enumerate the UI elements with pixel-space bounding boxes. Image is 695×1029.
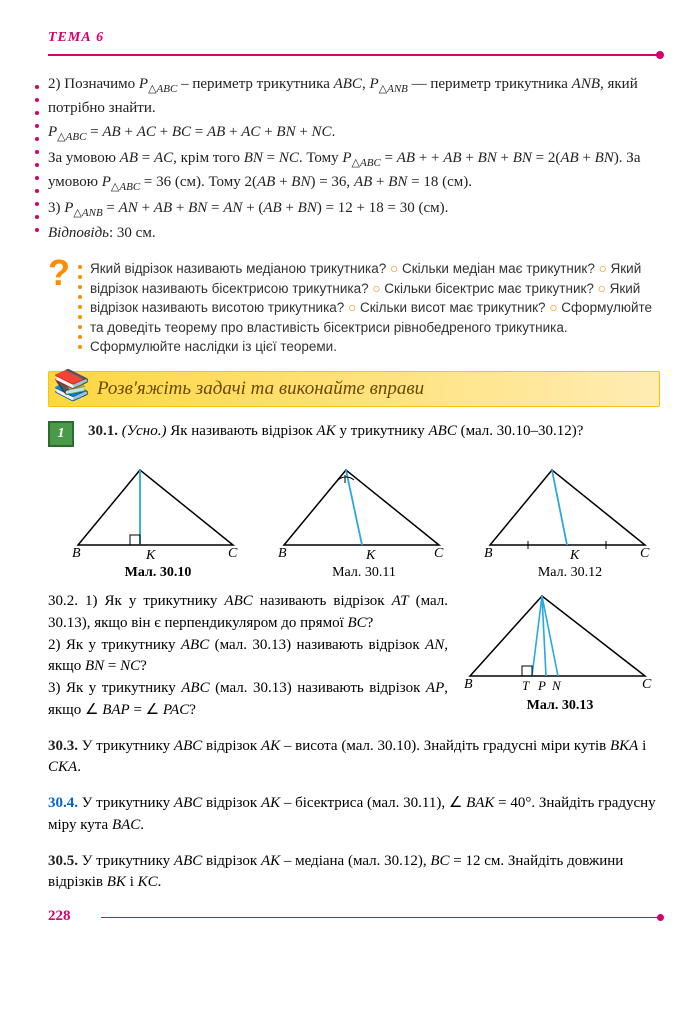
- problem-30-4: 30.4. У трикутнику ABC відрізок AK – біс…: [48, 793, 660, 837]
- figures-row: A B K C Мал. 30.10 A B K C Мал. 30.11: [68, 465, 660, 581]
- svg-text:A: A: [537, 591, 547, 595]
- triangle-svg: A B T P N C: [460, 591, 660, 696]
- svg-text:K: K: [145, 548, 156, 563]
- svg-text:A: A: [341, 465, 351, 469]
- svg-text:N: N: [551, 678, 562, 693]
- triangle-svg: A B K C: [480, 465, 660, 563]
- triangle-svg: A B K C: [274, 465, 454, 563]
- solution-line: 2) Позначимо P△ABC – периметр трикутника…: [48, 74, 660, 120]
- triangle-svg: A B K C: [68, 465, 248, 563]
- problem-30-5: 30.5. У трикутнику ABC відрізок AK – мед…: [48, 851, 660, 895]
- figure-30-13: A B T P N C Мал. 30.13: [460, 591, 660, 722]
- svg-text:C: C: [640, 546, 650, 561]
- margin-dots: [35, 85, 39, 232]
- fig-caption: Мал. 30.12: [480, 565, 660, 581]
- banner-text: Розв'яжіть задачі та виконайте вправи: [97, 378, 424, 399]
- header-rule: [48, 54, 660, 56]
- svg-text:T: T: [522, 678, 530, 693]
- svg-text:B: B: [464, 677, 473, 692]
- page-number: 228: [48, 908, 71, 925]
- svg-text:A: A: [547, 465, 557, 469]
- svg-text:C: C: [434, 546, 444, 561]
- books-icon: 📚: [53, 368, 90, 403]
- svg-text:B: B: [72, 546, 81, 561]
- fig-caption: Мал. 30.10: [68, 565, 248, 581]
- solution-line: P△ABC = AB + AC + BC = AB + AC + BN + NC…: [48, 122, 660, 146]
- solution-answer: Відповідь: 30 см.: [48, 223, 660, 245]
- footer-rule: [101, 917, 661, 918]
- review-questions: ? Який відрізок називають медіаною трику…: [48, 259, 660, 357]
- figure-30-12: A B K C Мал. 30.12: [480, 465, 660, 581]
- problem-30-2: 30.2. 1) Як у трикутнику ABC називають в…: [48, 591, 660, 722]
- svg-text:B: B: [484, 546, 493, 561]
- topic-header: ТЕМА 6: [48, 30, 660, 46]
- exercises-banner: 📚 Розв'яжіть задачі та виконайте вправи: [48, 371, 660, 407]
- figure-30-11: A B K C Мал. 30.11: [274, 465, 454, 581]
- svg-text:P: P: [537, 678, 546, 693]
- level-badge: 1: [48, 421, 74, 447]
- question-mark-icon: ?: [48, 257, 70, 289]
- svg-text:B: B: [278, 546, 287, 561]
- svg-text:C: C: [642, 677, 652, 692]
- orange-dots: [78, 265, 82, 349]
- review-text: Який відрізок називають медіаною трикутн…: [90, 259, 660, 357]
- svg-text:A: A: [135, 465, 145, 469]
- figure-30-10: A B K C Мал. 30.10: [68, 465, 248, 581]
- solution-block: 2) Позначимо P△ABC – периметр трикутника…: [48, 74, 660, 245]
- solution-line: За умовою AB = AC, крім того BN = NC. То…: [48, 148, 660, 196]
- problem-30-1: 30.1. (Усно.) Як називають відрізок AK у…: [88, 421, 660, 443]
- svg-text:K: K: [569, 548, 580, 563]
- problem-30-3: 30.3. У трикутнику ABC відрізок AK – вис…: [48, 736, 660, 780]
- svg-text:K: K: [365, 548, 376, 563]
- fig-caption: Мал. 30.11: [274, 565, 454, 581]
- solution-line: 3) P△ANB = AN + AB + BN = AN + (AB + BN)…: [48, 198, 660, 222]
- fig-caption: Мал. 30.13: [460, 698, 660, 714]
- svg-text:C: C: [228, 546, 238, 561]
